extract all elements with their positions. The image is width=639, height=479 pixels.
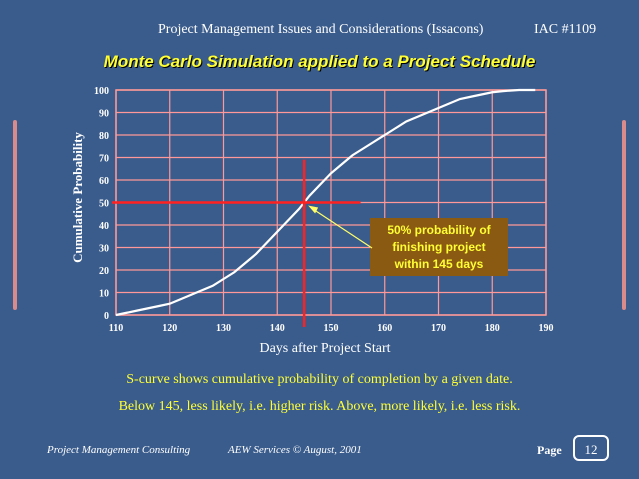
footer-organization: Project Management Consulting [47,444,191,456]
page-number: 12 [573,435,609,461]
y-tick-label: 70 [99,154,109,165]
footer-credit: AEW Services © August, 2001 [228,444,362,456]
x-tick-label: 180 [485,323,500,334]
x-tick-label: 120 [162,323,177,334]
y-tick-label: 0 [104,311,109,322]
cumulative-probability-curve [115,88,536,317]
y-tick-label: 40 [99,221,109,232]
y-tick-label: 100 [94,86,109,97]
y-tick-label: 30 [99,244,109,255]
caption-line-2: Below 145, less likely, i.e. higher risk… [118,399,521,414]
y-axis-label: Cumulative Probability [70,132,85,263]
x-tick-label: 150 [324,323,339,334]
x-tick-label: 140 [270,323,285,334]
y-tick-label: 60 [99,176,109,187]
annotation-arrow-head [308,205,319,214]
annotation-arrow-shaft [311,207,373,249]
x-tick-label: 170 [431,323,446,334]
left-decoration-bar [13,120,17,310]
document-title: Project Management Issues and Considerat… [158,22,484,37]
y-tick-label: 10 [99,289,109,300]
document-id: IAC #1109 [534,22,597,37]
page-label: Page [537,443,562,457]
y-tick-label: 50 [99,199,109,210]
slide-header: Project Management Issues and Considerat… [0,22,639,42]
x-tick-label: 110 [109,323,123,334]
x-tick-label: 130 [216,323,231,334]
y-tick-label: 80 [99,131,109,142]
annotation-text-line: 50% probability of [387,223,491,237]
y-tick-label: 90 [99,109,109,120]
right-decoration-bar [622,120,626,310]
annotation-text-line: finishing project [392,240,485,254]
y-tick-label: 20 [99,266,109,277]
slide-title: Monte Carlo Simulation applied to a Proj… [103,52,536,71]
x-tick-label: 190 [539,323,554,334]
caption-line-1: S-curve shows cumulative probability of … [126,372,513,387]
x-axis-label: Days after Project Start [259,341,390,356]
slide-footer: Project Management Consulting AEW Servic… [0,435,639,462]
annotation-box [370,218,508,276]
annotation-text-line: within 145 days [394,257,484,271]
x-tick-label: 160 [377,323,392,334]
